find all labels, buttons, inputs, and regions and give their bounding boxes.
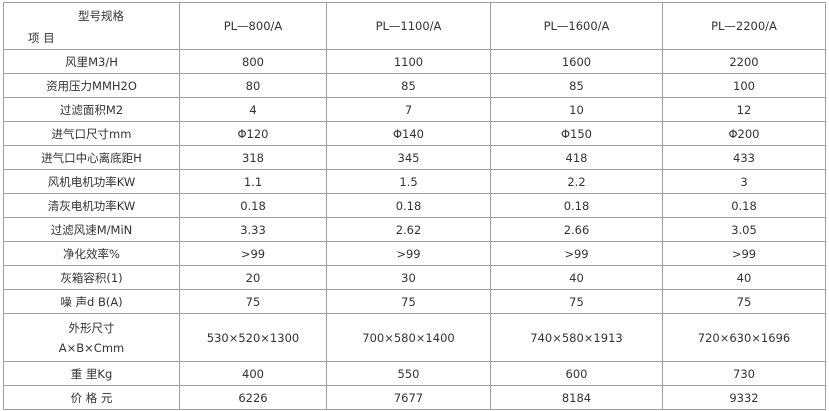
model-header: PL—1600/A <box>490 2 663 50</box>
value-cell: 3.33 <box>179 217 327 242</box>
value-cell: 2.62 <box>326 217 491 242</box>
value-cell: 75 <box>490 289 663 314</box>
value-cell: 0.18 <box>662 193 826 218</box>
value-cell: 1600 <box>490 49 663 74</box>
value-cell: 318 <box>179 145 327 170</box>
row-label: 风机电机功率KW <box>3 169 180 194</box>
spec-table: 型号规格 项 目 PL—800/A PL—1100/A PL—1600/A PL… <box>3 2 826 410</box>
value-cell: 80 <box>179 73 327 98</box>
model-header: PL—1100/A <box>326 2 491 50</box>
row-label: 净化效率% <box>3 241 180 266</box>
value-cell: 9332 <box>662 385 826 410</box>
value-cell: 75 <box>326 289 491 314</box>
row-label: 风里M3/H <box>3 49 180 74</box>
value-cell: Φ200 <box>662 121 826 146</box>
value-cell: 7 <box>326 97 491 122</box>
value-cell: 100 <box>662 73 826 98</box>
row-label: 过滤风速M/MiN <box>3 217 180 242</box>
model-header: PL—800/A <box>179 2 327 50</box>
row-label: 价 格 元 <box>3 385 180 410</box>
value-cell: 10 <box>490 97 663 122</box>
value-cell: 1.1 <box>179 169 327 194</box>
row-label: 外形尺寸 A×B×Cmm <box>3 313 180 362</box>
table-row: 过滤风速M/MiN 3.33 2.62 2.66 3.05 <box>3 217 826 242</box>
table-row: 重 里Kg 400 550 600 730 <box>3 361 826 386</box>
table-row: 进气口中心离底距H 318 345 418 433 <box>3 145 826 170</box>
value-cell: 2200 <box>662 49 826 74</box>
value-cell: 800 <box>179 49 327 74</box>
table-row: 外形尺寸 A×B×Cmm 530×520×1300 700×580×1400 740×5… <box>3 313 826 362</box>
row-label-line1: 外形尺寸 <box>68 320 115 335</box>
value-cell: >99 <box>490 241 663 266</box>
value-cell: 740×580×1913 <box>490 313 663 362</box>
value-cell: 2.2 <box>490 169 663 194</box>
value-cell: 40 <box>662 265 826 290</box>
value-cell: 85 <box>326 73 491 98</box>
row-label: 过滤面积M2 <box>3 97 180 122</box>
table-row: 风机电机功率KW 1.1 1.5 2.2 3 <box>3 169 826 194</box>
value-cell: 2.66 <box>490 217 663 242</box>
value-cell: Φ140 <box>326 121 491 146</box>
table-row: 清灰电机功率KW 0.18 0.18 0.18 0.18 <box>3 193 826 218</box>
value-cell: 12 <box>662 97 826 122</box>
value-cell: Φ150 <box>490 121 663 146</box>
value-cell: 6226 <box>179 385 327 410</box>
value-cell: 3.05 <box>662 217 826 242</box>
value-cell: 8184 <box>490 385 663 410</box>
value-cell: 730 <box>662 361 826 386</box>
value-cell: 0.18 <box>179 193 327 218</box>
value-cell: 20 <box>179 265 327 290</box>
value-cell: >99 <box>326 241 491 266</box>
corner-cell: 型号规格 项 目 <box>3 2 180 50</box>
table-row: 资用压力MMH2O 80 85 85 100 <box>3 73 826 98</box>
value-cell: 4 <box>179 97 327 122</box>
value-cell: 550 <box>326 361 491 386</box>
table-row: 净化效率% >99 >99 >99 >99 <box>3 241 826 266</box>
row-label: 资用压力MMH2O <box>3 73 180 98</box>
table-row: 灰箱容积(1) 20 30 40 40 <box>3 265 826 290</box>
row-label: 进气口尺寸mm <box>3 121 180 146</box>
value-cell: 7677 <box>326 385 491 410</box>
value-cell: 1100 <box>326 49 491 74</box>
row-label: 灰箱容积(1) <box>3 265 180 290</box>
value-cell: 1.5 <box>326 169 491 194</box>
table-row: 噪 声d B(A) 75 75 75 75 <box>3 289 826 314</box>
value-cell: 418 <box>490 145 663 170</box>
value-cell: 40 <box>490 265 663 290</box>
value-cell: 345 <box>326 145 491 170</box>
table-row: 进气口尺寸mm Φ120 Φ140 Φ150 Φ200 <box>3 121 826 146</box>
value-cell: 3 <box>662 169 826 194</box>
row-label: 噪 声d B(A) <box>3 289 180 314</box>
value-cell: 433 <box>662 145 826 170</box>
value-cell: 700×580×1400 <box>326 313 491 362</box>
value-cell: 85 <box>490 73 663 98</box>
value-cell: 600 <box>490 361 663 386</box>
value-cell: 30 <box>326 265 491 290</box>
row-label: 重 里Kg <box>3 361 180 386</box>
value-cell: 0.18 <box>490 193 663 218</box>
header-row: 型号规格 项 目 PL—800/A PL—1100/A PL—1600/A PL… <box>3 2 826 50</box>
table-row: 风里M3/H 800 1100 1600 2200 <box>3 49 826 74</box>
table-row: 过滤面积M2 4 7 10 12 <box>3 97 826 122</box>
value-cell: Φ120 <box>179 121 327 146</box>
row-label-line2: A×B×Cmm <box>58 340 125 355</box>
value-cell: 75 <box>662 289 826 314</box>
model-header: PL—2200/A <box>662 2 826 50</box>
value-cell: >99 <box>179 241 327 266</box>
value-cell: 0.18 <box>326 193 491 218</box>
row-label: 清灰电机功率KW <box>3 193 180 218</box>
value-cell: 530×520×1300 <box>179 313 327 362</box>
row-label: 进气口中心离底距H <box>3 145 180 170</box>
corner-bottom-label: 项 目 <box>28 31 55 45</box>
value-cell: 720×630×1696 <box>662 313 826 362</box>
value-cell: 400 <box>179 361 327 386</box>
value-cell: >99 <box>662 241 826 266</box>
table-row: 价 格 元 6226 7677 8184 9332 <box>3 385 826 410</box>
value-cell: 75 <box>179 289 327 314</box>
corner-top-label: 型号规格 <box>78 9 124 23</box>
